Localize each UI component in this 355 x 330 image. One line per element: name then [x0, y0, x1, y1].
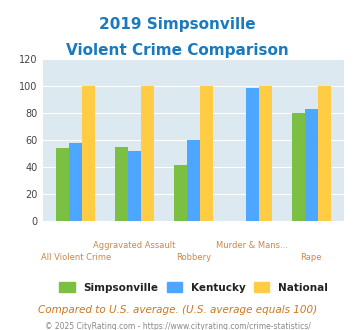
Text: Murder & Mans...: Murder & Mans...	[217, 241, 288, 249]
Bar	[187, 140, 200, 221]
Bar	[115, 147, 128, 221]
Bar	[82, 86, 95, 221]
Text: Aggravated Assault: Aggravated Assault	[93, 241, 176, 249]
Text: Violent Crime Comparison: Violent Crime Comparison	[66, 43, 289, 58]
Bar	[292, 113, 305, 221]
Text: Compared to U.S. average. (U.S. average equals 100): Compared to U.S. average. (U.S. average …	[38, 305, 317, 315]
Bar	[128, 151, 141, 221]
Bar	[305, 109, 318, 221]
Legend: Simpsonville, Kentucky, National: Simpsonville, Kentucky, National	[55, 278, 332, 297]
Text: Robbery: Robbery	[176, 253, 211, 262]
Bar	[56, 148, 69, 221]
Bar	[246, 88, 259, 221]
Text: Rape: Rape	[300, 253, 322, 262]
Text: © 2025 CityRating.com - https://www.cityrating.com/crime-statistics/: © 2025 CityRating.com - https://www.city…	[45, 322, 310, 330]
Bar	[318, 86, 331, 221]
Bar	[69, 143, 82, 221]
Text: 2019 Simpsonville: 2019 Simpsonville	[99, 16, 256, 31]
Bar	[259, 86, 272, 221]
Bar	[174, 164, 187, 221]
Bar	[200, 86, 213, 221]
Text: All Violent Crime: All Violent Crime	[40, 253, 111, 262]
Bar	[141, 86, 154, 221]
